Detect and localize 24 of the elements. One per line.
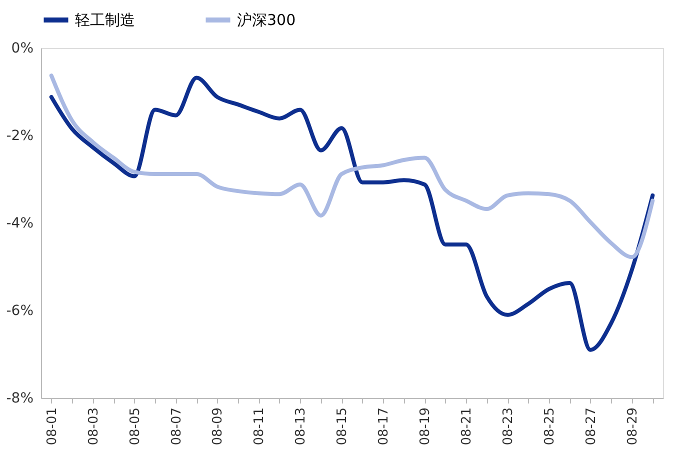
x-tick-label: 08-09 [210,408,226,446]
x-tick-label: 08-03 [86,408,102,446]
x-tick-label: 08-11 [252,408,268,446]
x-tick-label: 08-13 [294,408,309,446]
line-series [49,74,655,260]
line-series [49,76,655,352]
y-tick-label: 0% [11,40,34,56]
y-tick-label: -2% [6,128,34,144]
x-tick-label: 08-15 [335,408,350,446]
x-tick-label: 08-23 [501,408,516,446]
y-tick-label: -4% [6,216,34,232]
x-tick-label: 08-07 [169,408,184,446]
y-tick-label: -8% [6,390,34,406]
x-tick-label: 08-25 [542,408,558,446]
x-tick-label: 08-19 [418,408,434,446]
x-tick-label: 08-17 [376,408,392,446]
x-tick-label: 08-21 [460,408,475,446]
y-tick-label: -6% [6,303,34,319]
x-tick-label: 08-05 [128,408,143,446]
legend-label: 沪深300 [237,11,296,29]
x-tick-label: 08-01 [44,408,60,446]
x-tick-label: 08-29 [625,408,640,446]
legend-label: 轻工制造 [75,11,135,29]
x-tick-label: 08-27 [584,408,599,446]
